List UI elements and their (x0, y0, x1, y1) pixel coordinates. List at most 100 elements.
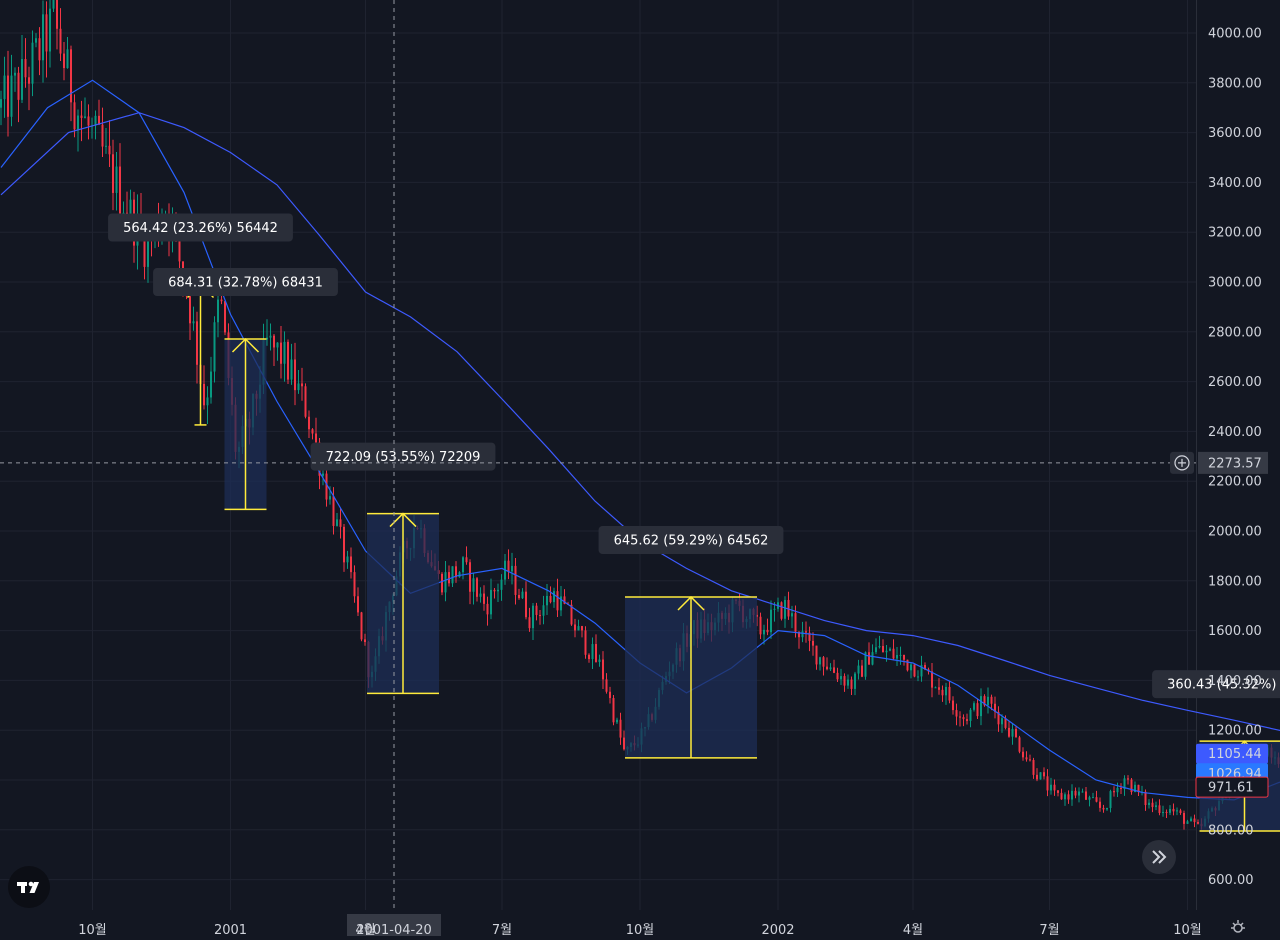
candle-body (550, 596, 552, 602)
candle-body (203, 384, 205, 405)
time-tick-label: 10월 (1173, 923, 1202, 936)
candle-body (882, 646, 884, 652)
candle-body (991, 697, 993, 704)
candle-body (956, 710, 958, 716)
candle-body (1075, 791, 1077, 796)
candle-body (914, 664, 916, 676)
candle-body (819, 657, 821, 664)
candle-body (525, 592, 527, 618)
candle-body (476, 578, 478, 597)
double-chevron-right-icon (1142, 840, 1176, 874)
candle-body (532, 606, 534, 628)
candle-body (1166, 812, 1168, 813)
candle-body (1050, 785, 1052, 791)
candle-body (847, 680, 849, 686)
candle-body (84, 116, 86, 117)
candle-body (1099, 802, 1101, 808)
candle-body (1106, 808, 1108, 809)
candle-body (1040, 772, 1042, 779)
candle-body (189, 296, 191, 323)
candle-body (606, 679, 608, 691)
candle-body (952, 701, 954, 711)
candle-body (490, 590, 492, 614)
candle-body (616, 720, 618, 723)
candle-body (1022, 752, 1024, 758)
candle-body (364, 639, 366, 642)
candle-body (910, 664, 912, 670)
candle-body (441, 574, 443, 592)
candle-body (32, 43, 34, 84)
candle-body (347, 556, 349, 562)
candle-body (844, 676, 846, 686)
gear-icon[interactable] (1228, 918, 1248, 936)
candle-body (574, 624, 576, 630)
candle-body (599, 660, 601, 662)
candle-body (0, 99, 2, 108)
candle-body (214, 322, 216, 371)
candle-body (326, 474, 328, 500)
candle-body (1145, 792, 1147, 805)
candle-body (354, 572, 356, 596)
candle-body (949, 687, 951, 701)
candle-body (1103, 808, 1105, 810)
price-tick-label: 4000.00 (1208, 27, 1262, 42)
candle-body (1068, 794, 1070, 799)
candle-body (973, 703, 975, 710)
tradingview-logo-icon[interactable] (8, 866, 50, 908)
candle-body (623, 738, 625, 750)
candle-body (522, 592, 524, 598)
candle-body (875, 647, 877, 652)
candle-body (1173, 809, 1175, 811)
price-tick-label: 2600.00 (1208, 375, 1262, 390)
scroll-to-realtime-button[interactable] (1142, 840, 1176, 874)
candle-body (35, 38, 37, 42)
candle-body (329, 496, 331, 499)
candle-body (77, 116, 79, 130)
candle-body (872, 652, 874, 665)
candle-body (1061, 793, 1063, 799)
candle-body (935, 687, 937, 688)
candle-body (112, 154, 114, 193)
candle-body (273, 336, 275, 348)
price-tick-label: 1400.00 (1208, 674, 1262, 689)
price-tick-label: 3800.00 (1208, 76, 1262, 91)
candle-body (889, 649, 891, 651)
candle-body (1089, 797, 1091, 800)
price-tick-label: 2400.00 (1208, 425, 1262, 440)
candle-body (196, 321, 198, 364)
candle-body (1197, 822, 1199, 824)
candle-body (791, 613, 793, 616)
candle-body (448, 572, 450, 583)
candle-body (1057, 790, 1059, 792)
candle-body (805, 631, 807, 632)
crosshair-price-label: 2273.57 (1208, 456, 1262, 471)
price-tick-label: 2800.00 (1208, 325, 1262, 340)
candle-body (308, 417, 310, 429)
candle-body (336, 519, 338, 526)
candle-body (774, 609, 776, 610)
candle-body (546, 596, 548, 605)
candle-body (1183, 813, 1185, 824)
candle-body (28, 77, 30, 83)
candle-body (473, 578, 475, 591)
candle-body (770, 610, 772, 633)
candle-body (830, 667, 832, 669)
candle-body (970, 710, 972, 721)
candle-body (917, 676, 919, 677)
time-tick-label: 10월 (78, 923, 107, 936)
candle-body (1029, 759, 1031, 760)
candle-body (1187, 821, 1189, 824)
candle-body (291, 359, 293, 379)
candle-body (1026, 757, 1028, 759)
candle-body (557, 591, 559, 610)
candle-body (74, 102, 76, 129)
candle-body (966, 719, 968, 721)
candle-body (483, 594, 485, 604)
time-tick-label: 4월 (903, 923, 923, 936)
candle-body (595, 644, 597, 662)
candle-body (588, 655, 590, 659)
candle-body (294, 359, 296, 390)
candle-body (781, 602, 783, 618)
candle-body (1194, 819, 1196, 823)
